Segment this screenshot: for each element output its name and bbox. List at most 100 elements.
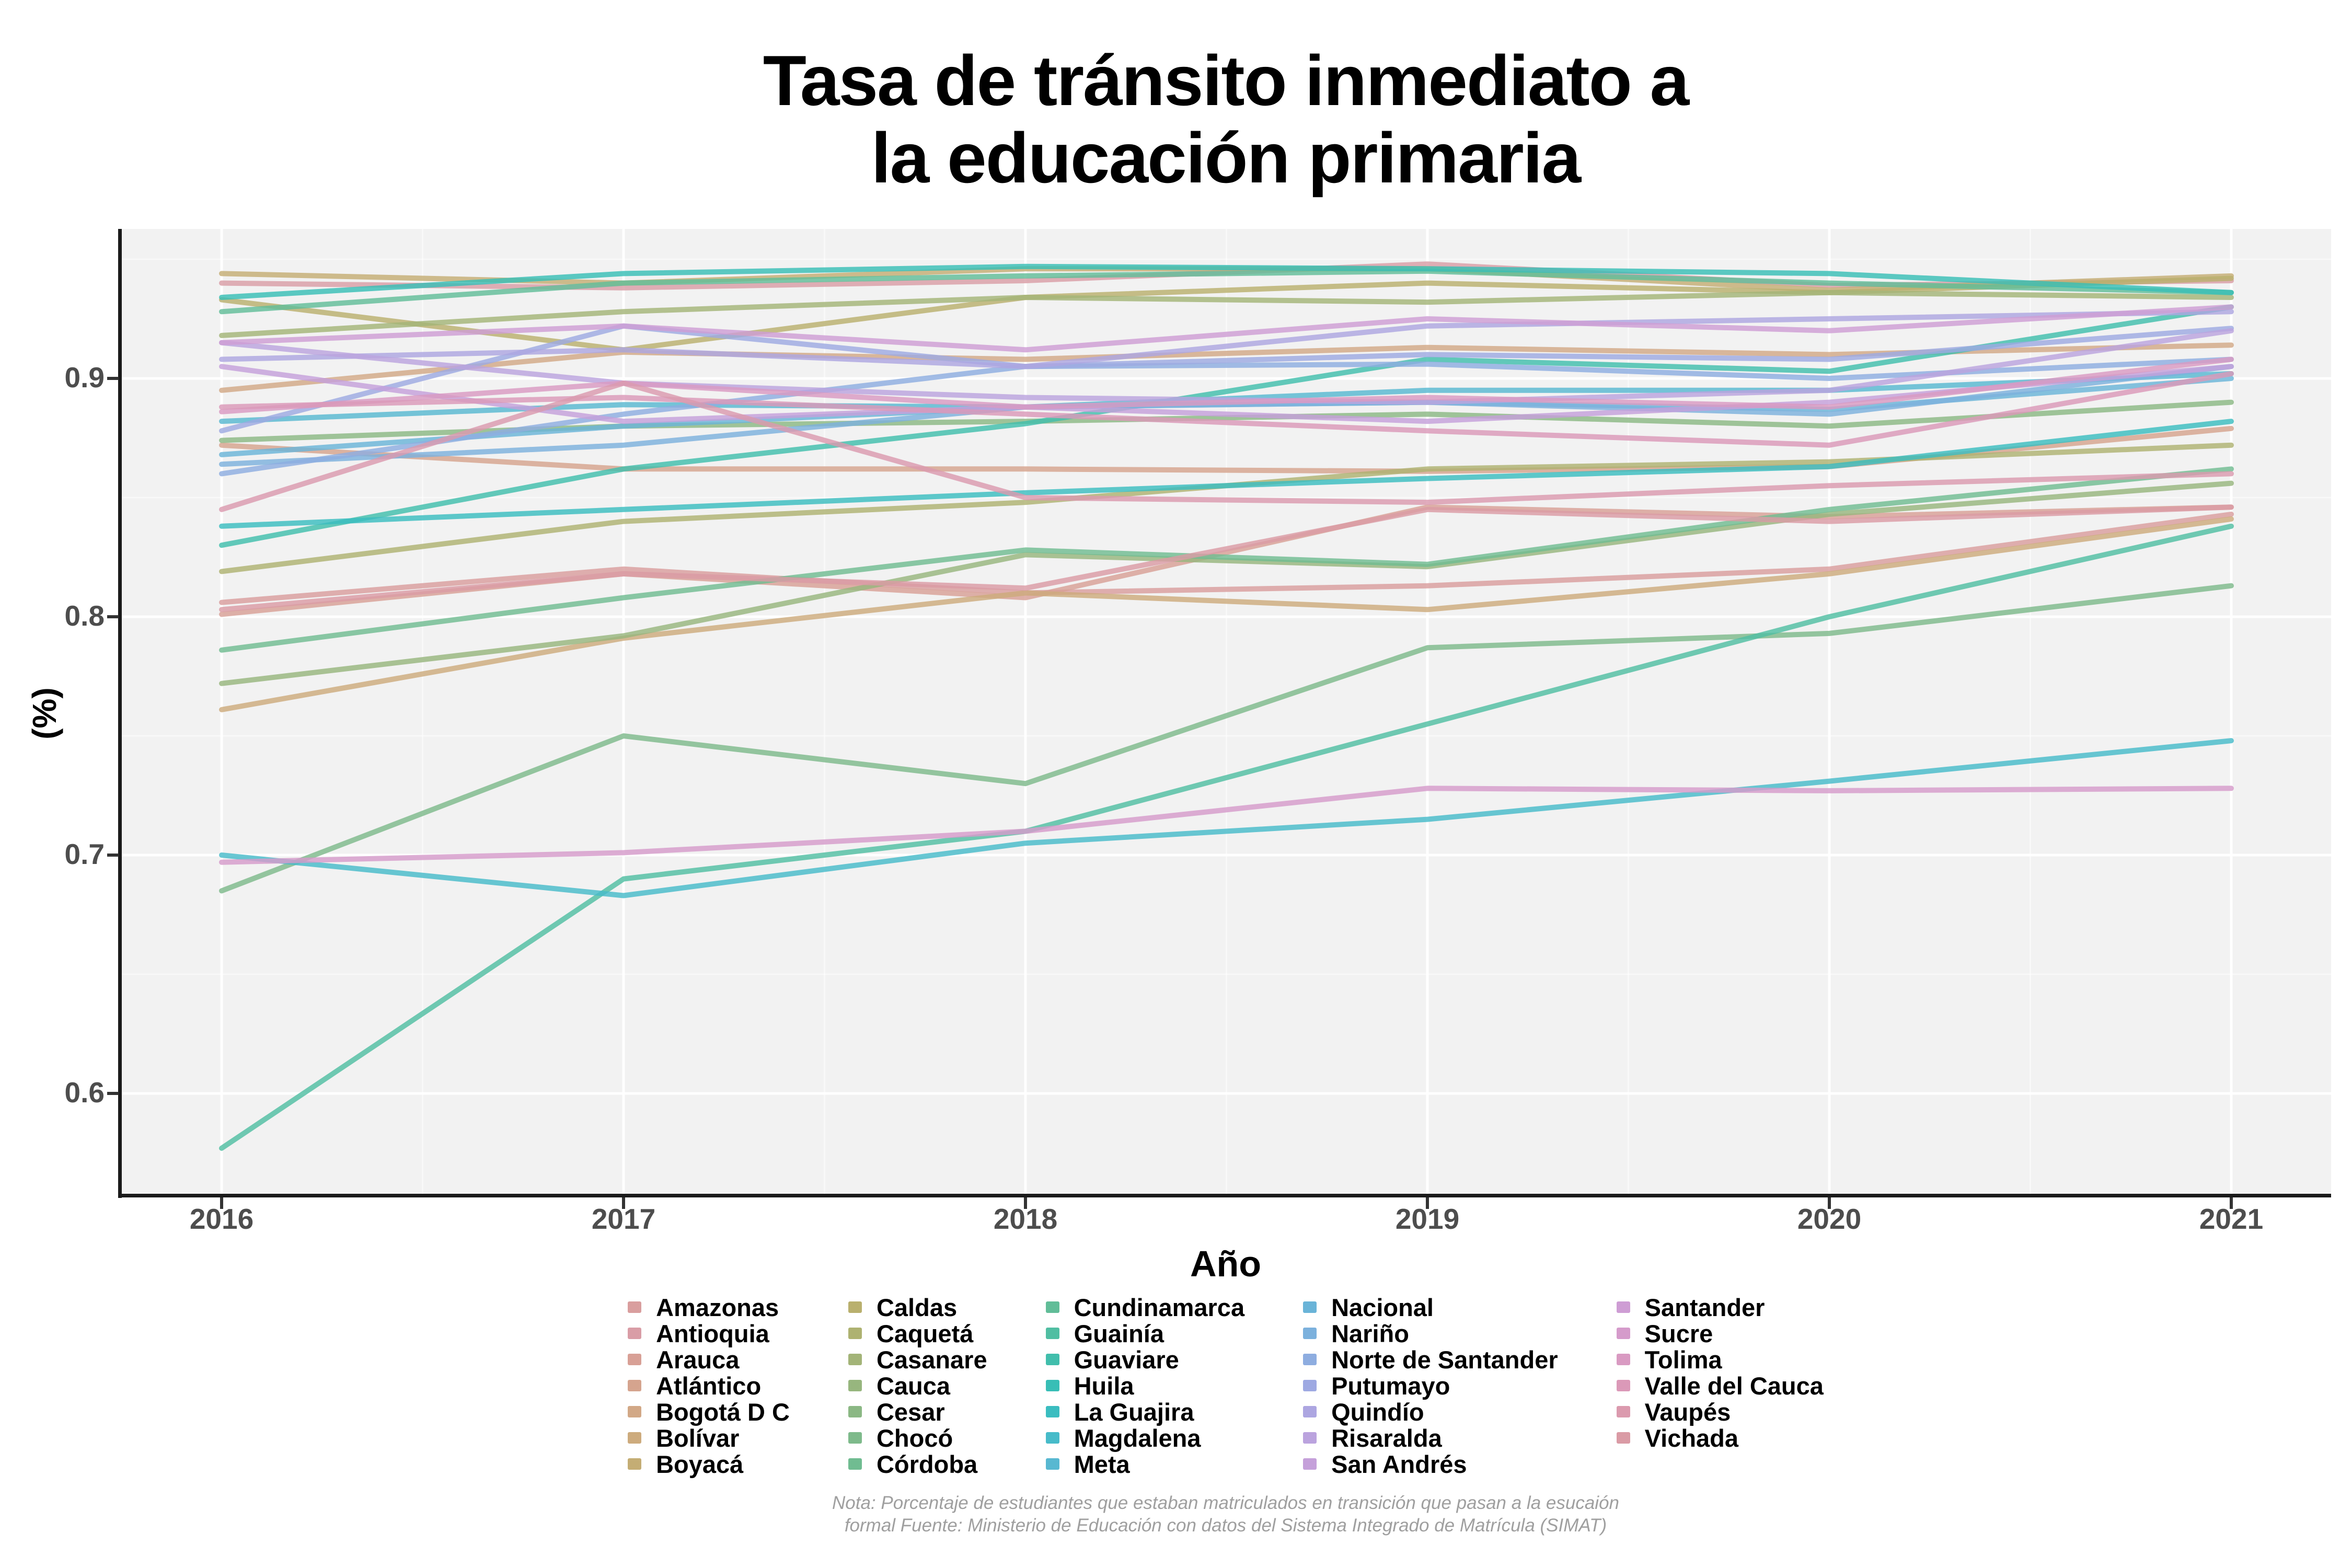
x-tick-label: 2016 bbox=[189, 1203, 254, 1235]
legend-item-vichada: Vichada bbox=[1616, 1424, 1824, 1452]
y-axis-title: (%) bbox=[26, 687, 63, 740]
legend-swatch-icon bbox=[1303, 1328, 1317, 1339]
legend-swatch-icon bbox=[1303, 1380, 1317, 1391]
series-line-magdalena bbox=[219, 738, 2234, 898]
series-line-norte-de-santander bbox=[219, 356, 2234, 477]
x-tick-label: 2017 bbox=[591, 1203, 656, 1235]
series-line-vichada bbox=[219, 504, 2234, 613]
legend-item-guain-a: Guainía bbox=[1045, 1319, 1244, 1347]
series-line-amazonas bbox=[219, 511, 2234, 605]
legend-item-vaup-s: Vaupés bbox=[1616, 1398, 1824, 1426]
legend-item-arauca: Arauca bbox=[628, 1345, 790, 1374]
x-tick-mark bbox=[2230, 1197, 2233, 1209]
y-tick-mark bbox=[107, 854, 119, 857]
x-tick-label: 2019 bbox=[1395, 1203, 1460, 1235]
legend-swatch-icon bbox=[628, 1432, 642, 1444]
legend-label: Cundinamarca bbox=[1074, 1293, 1245, 1321]
legend-label: Nariño bbox=[1331, 1319, 1409, 1347]
legend-item-bogot-d-c: Bogotá D C bbox=[628, 1398, 790, 1426]
chart-title-line1: Tasa de tránsito inmediato a bbox=[763, 41, 1689, 120]
legend-label: La Guajira bbox=[1074, 1398, 1194, 1426]
series-line-cauca bbox=[219, 480, 2234, 686]
legend-swatch-icon bbox=[628, 1328, 642, 1339]
series-line-cundinamarca bbox=[219, 268, 2234, 315]
legend-item-nacional: Nacional bbox=[1303, 1293, 1558, 1321]
legend-swatch-icon bbox=[1616, 1432, 1630, 1444]
legend-swatch-icon bbox=[628, 1354, 642, 1365]
legend-swatch-icon bbox=[1303, 1301, 1317, 1313]
legend-column: Amazonas Antioquia Arauca Atlántico Bogotá D… bbox=[628, 1294, 790, 1478]
x-tick-mark bbox=[622, 1197, 625, 1209]
legend-item-caldas: Caldas bbox=[848, 1294, 987, 1321]
legend-column: Nacional Nariño Norte de Santander Putumayo… bbox=[1303, 1293, 1558, 1478]
legend-label: Sucre bbox=[1644, 1319, 1713, 1347]
legend-label: Bogotá D C bbox=[656, 1398, 790, 1426]
legend-swatch-icon bbox=[848, 1458, 862, 1470]
panel-background bbox=[120, 229, 2331, 1194]
legend-label: Huila bbox=[1074, 1371, 1134, 1400]
series-line-putumayo bbox=[219, 323, 2234, 434]
footnote-line2: formal Fuente: Ministerio de Educación c… bbox=[844, 1515, 1607, 1536]
legend-item-amazonas: Amazonas bbox=[628, 1294, 790, 1321]
legend-item-tolima: Tolima bbox=[1616, 1345, 1824, 1374]
x-tick-label: 2021 bbox=[2199, 1203, 2264, 1235]
legend-swatch-icon bbox=[1045, 1328, 1059, 1339]
legend-label: Vichada bbox=[1644, 1424, 1739, 1452]
y-tick-label: 0.7 bbox=[64, 838, 105, 870]
legend-label: Nacional bbox=[1331, 1293, 1434, 1321]
legend-item-meta: Meta bbox=[1045, 1450, 1244, 1478]
x-tick-mark bbox=[220, 1197, 223, 1209]
legend-label: Norte de Santander bbox=[1331, 1345, 1558, 1374]
legend-label: Guainía bbox=[1074, 1319, 1164, 1347]
legend-swatch-icon bbox=[628, 1458, 642, 1470]
legend-item-norte-de-santander: Norte de Santander bbox=[1303, 1345, 1558, 1374]
legend-item-la-guajira: La Guajira bbox=[1045, 1398, 1244, 1426]
x-tick-mark bbox=[1426, 1197, 1429, 1209]
chart-title: Tasa de tránsito inmediato a la educació… bbox=[120, 42, 2331, 197]
legend-item-quind-o: Quindío bbox=[1303, 1398, 1558, 1426]
legend-item-cauca: Cauca bbox=[848, 1371, 987, 1400]
x-tick-label: 2020 bbox=[1797, 1203, 1862, 1235]
legend-item-huila: Huila bbox=[1045, 1371, 1244, 1400]
legend-item-cundinamarca: Cundinamarca bbox=[1045, 1293, 1245, 1321]
series-line-valle-del-cauca bbox=[219, 371, 2234, 448]
legend-item-valle-del-cauca: Valle del Cauca bbox=[1616, 1371, 1824, 1400]
legend-item-santander: Santander bbox=[1616, 1293, 1824, 1321]
legend-swatch-icon bbox=[848, 1354, 862, 1365]
x-axis-line bbox=[118, 1194, 2331, 1197]
series-line-la-guajira bbox=[219, 419, 2234, 529]
legend-label: Córdoba bbox=[876, 1450, 978, 1478]
legend-item-choc: Chocó bbox=[848, 1424, 987, 1452]
legend-item-nari-o: Nariño bbox=[1303, 1319, 1558, 1347]
legend-item-guaviare: Guaviare bbox=[1045, 1345, 1244, 1374]
legend-swatch-icon bbox=[1045, 1406, 1059, 1417]
legend-swatch-icon bbox=[628, 1406, 642, 1417]
legend-label: Tolima bbox=[1644, 1345, 1722, 1374]
legend-label: Valle del Cauca bbox=[1644, 1371, 1824, 1400]
legend-label: Magdalena bbox=[1074, 1424, 1201, 1452]
legend-label: Arauca bbox=[656, 1345, 740, 1374]
legend-label: Casanare bbox=[876, 1345, 987, 1374]
legend-item-magdalena: Magdalena bbox=[1045, 1424, 1244, 1452]
legend-item-boyac: Boyacá bbox=[628, 1450, 790, 1478]
legend-item-atl-ntico: Atlántico bbox=[628, 1372, 790, 1400]
legend-item-cesar: Cesar bbox=[848, 1398, 987, 1426]
legend-label: Cauca bbox=[876, 1371, 951, 1400]
series-line-guaviare bbox=[219, 304, 2234, 548]
legend-swatch-icon bbox=[848, 1432, 862, 1444]
legend-label: Guaviare bbox=[1074, 1345, 1179, 1374]
legend-label: Santander bbox=[1644, 1293, 1765, 1321]
legend-item-putumayo: Putumayo bbox=[1303, 1372, 1558, 1400]
legend-swatch-icon bbox=[1303, 1406, 1317, 1417]
legend: Amazonas Antioquia Arauca Atlántico Bogotá D… bbox=[120, 1293, 2331, 1478]
y-axis-line bbox=[118, 229, 122, 1198]
legend-swatch-icon bbox=[1303, 1354, 1317, 1365]
legend-label: Risaralda bbox=[1331, 1424, 1442, 1452]
legend-label: Caquetá bbox=[876, 1319, 974, 1347]
series-line-quind-o bbox=[219, 309, 2234, 370]
y-tick-mark bbox=[107, 377, 119, 380]
legend-swatch-icon bbox=[1616, 1328, 1630, 1339]
series-line-bol-var bbox=[219, 516, 2234, 712]
y-tick-label: 0.8 bbox=[64, 599, 105, 632]
